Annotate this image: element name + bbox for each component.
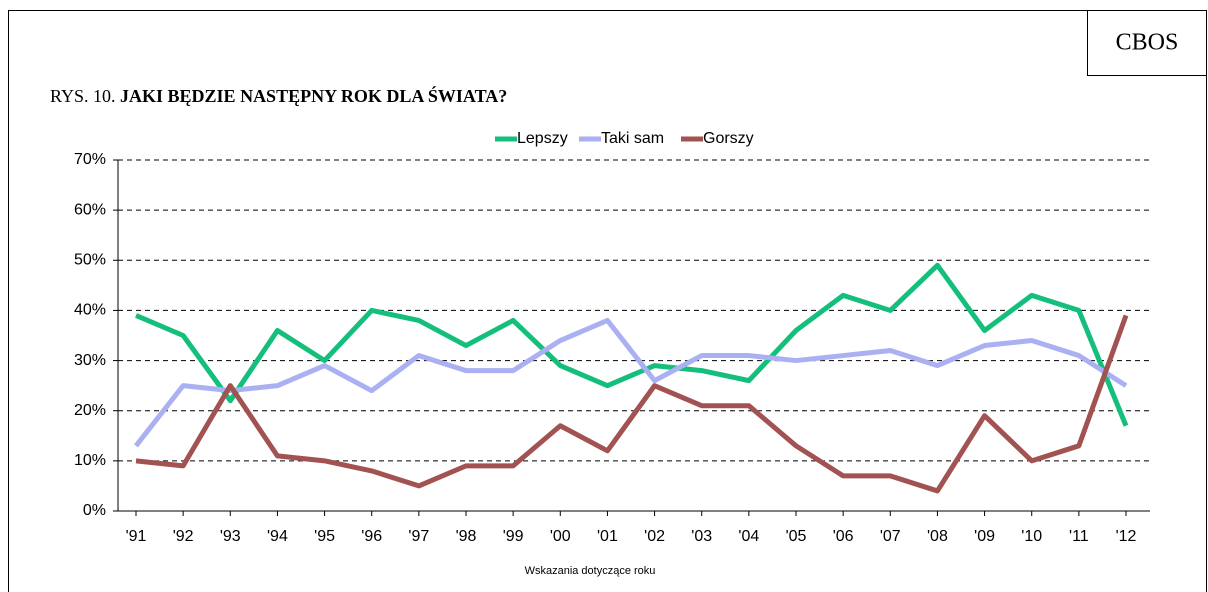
series-line: [135, 262, 1129, 427]
frame: [8, 10, 1207, 592]
x-tick-label: '09: [974, 528, 995, 545]
x-tick-label: '05: [786, 528, 807, 545]
x-axis-label: Wskazania dotyczące roku: [525, 565, 656, 577]
legend-label: Gorszy: [703, 130, 754, 147]
x-tick-label: '91: [126, 528, 147, 545]
y-tick-label: 60%: [74, 201, 106, 218]
x-tick-label: '07: [880, 528, 901, 545]
x-tick-label: '94: [267, 528, 288, 545]
x-tick-label: '01: [597, 528, 618, 545]
title-line: RYS. 10. JAKI BĘDZIE NASTĘPNY ROK DLA ŚW…: [50, 85, 507, 106]
x-tick-label: '04: [738, 528, 759, 545]
chart-title: JAKI BĘDZIE NASTĘPNY ROK DLA ŚWIATA?: [120, 85, 507, 106]
y-tick-label: 50%: [74, 252, 106, 269]
x-tick-label: '10: [1021, 528, 1042, 545]
x-tick-label: '99: [503, 528, 524, 545]
x-tick-label: '93: [220, 528, 241, 545]
series-line: [134, 317, 1128, 448]
x-tick-label: '03: [691, 528, 712, 545]
x-tick-label: '95: [314, 528, 335, 545]
y-tick-label: 10%: [74, 452, 106, 469]
x-tick-label: '92: [173, 528, 194, 545]
legend-label: Taki sam: [601, 130, 664, 147]
x-tick-label: '08: [927, 528, 948, 545]
figure-label: RYS. 10.: [50, 86, 116, 106]
x-tick-label: '96: [361, 528, 382, 545]
x-tick-label: '02: [644, 528, 665, 545]
x-tick-label: '98: [456, 528, 477, 545]
legend-label: Lepszy: [517, 130, 568, 147]
y-tick-label: 40%: [74, 302, 106, 319]
series-line: [135, 314, 1129, 494]
x-tick-label: '00: [550, 528, 571, 545]
x-tick-label: '97: [408, 528, 429, 545]
y-tick-label: 20%: [74, 402, 106, 419]
y-tick-label: 30%: [74, 352, 106, 369]
y-tick-label: 0%: [83, 502, 106, 519]
y-tick-label: 70%: [74, 151, 106, 168]
x-tick-label: '12: [1116, 528, 1137, 545]
source-box: [1087, 10, 1207, 76]
x-tick-label: '06: [833, 528, 854, 545]
source: CBOS: [1116, 30, 1179, 56]
x-tick-label: '11: [1069, 528, 1089, 545]
